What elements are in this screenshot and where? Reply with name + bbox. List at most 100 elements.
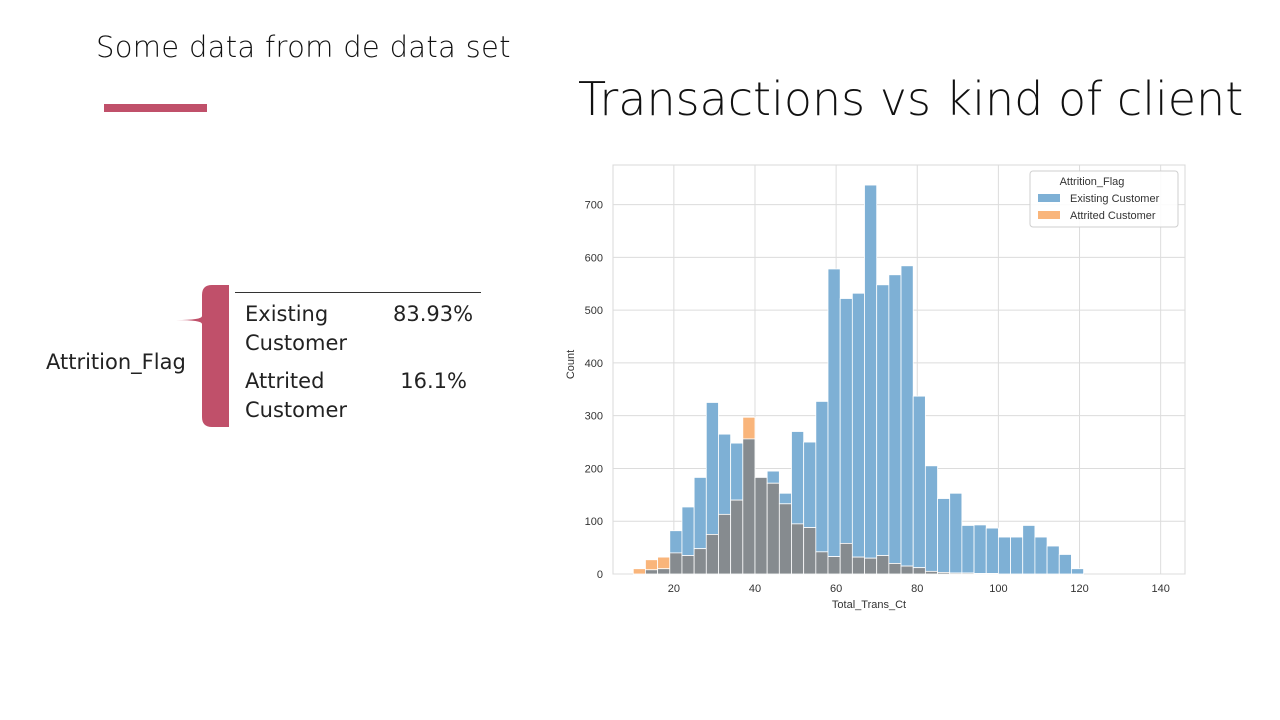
table-row-category: Attrited Customer	[245, 367, 375, 425]
legend-box	[1029, 170, 1179, 228]
existing-customer-bar	[1071, 568, 1084, 575]
overlap-bar	[693, 548, 707, 575]
y-tick-label: 600	[585, 252, 603, 264]
existing-customer-bar	[1058, 554, 1072, 575]
legend-entry-attrited: Attrited Customer	[1070, 210, 1156, 222]
overlap-bar	[742, 438, 756, 575]
y-tick-label: 400	[585, 358, 603, 370]
existing-customer-bar	[693, 477, 707, 550]
attrited-customer-bar	[632, 568, 646, 575]
overlap-bar	[961, 572, 975, 575]
existing-customer-bar	[900, 265, 914, 567]
existing-customer-bar	[669, 530, 683, 554]
overlap-bar	[949, 572, 963, 575]
y-axis-label: Count	[565, 350, 577, 379]
overlap-bar	[973, 573, 987, 575]
bracket-shape	[176, 285, 229, 427]
attrition-flag-label: Attrition_Flag	[46, 350, 186, 374]
table-row: Attrited Customer 16.1%	[245, 367, 485, 427]
existing-customer-bar	[839, 298, 853, 544]
existing-customer-bar	[864, 184, 878, 559]
overlap-bar	[705, 534, 719, 575]
x-tick-label: 20	[668, 583, 680, 595]
y-tick-label: 100	[585, 516, 603, 528]
y-tick-label: 200	[585, 463, 603, 475]
legend-swatch-existing	[1038, 194, 1060, 202]
table-row-percent: 83.93%	[393, 302, 474, 326]
legend-title: Attrition_Flag	[1060, 176, 1125, 188]
overlap-bar	[657, 568, 671, 575]
overlap-bar	[791, 523, 805, 575]
y-tick-label: 0	[597, 569, 603, 581]
existing-customer-bar	[924, 465, 938, 572]
category-line: Customer	[245, 331, 348, 355]
overlap-bar	[778, 503, 792, 575]
overlap-bar	[900, 565, 914, 575]
overlap-bar	[681, 555, 695, 575]
existing-customer-bar	[1010, 536, 1024, 575]
overlap-bar	[924, 570, 938, 575]
overlap-bar	[827, 556, 841, 575]
x-tick-label: 100	[989, 583, 1007, 595]
y-tick-label: 300	[585, 411, 603, 423]
table-top-rule	[235, 292, 481, 293]
attrited-customer-bar	[742, 416, 756, 440]
existing-customer-bar	[1046, 545, 1060, 575]
histogram-svg: 20 40 60 80 100 120 140 0 100 200 300 400 500 600 700 T…	[565, 164, 1186, 611]
overlap-bar	[669, 552, 683, 575]
table-row: Existing Customer 83.93%	[245, 300, 485, 360]
overlap-bar	[876, 555, 890, 575]
overlap-bar	[888, 563, 902, 575]
overlap-bar	[754, 477, 768, 575]
y-tick-label: 500	[585, 305, 603, 317]
existing-customer-bar	[681, 506, 695, 556]
overlap-bar	[851, 556, 865, 575]
existing-customer-bar	[851, 292, 865, 558]
x-tick-label: 40	[749, 583, 761, 595]
x-tick-label: 60	[830, 583, 842, 595]
existing-customer-bar	[791, 431, 805, 525]
category-line: Customer	[245, 398, 348, 422]
x-tick-label: 140	[1151, 583, 1169, 595]
existing-customer-bar	[730, 442, 744, 501]
x-axis-label: Total_Trans_Ct	[832, 599, 906, 611]
overlap-bar	[839, 542, 853, 575]
legend-entry-existing: Existing Customer	[1070, 193, 1160, 205]
histogram-chart: 20 40 60 80 100 120 140 0 100 200 300 400 500 600 700 T…	[560, 160, 1200, 620]
overlap-bar	[985, 573, 999, 575]
y-tick-label: 700	[585, 200, 603, 212]
overlap-bar	[912, 567, 926, 575]
existing-customer-bar	[937, 498, 951, 573]
existing-customer-bar	[1034, 536, 1048, 575]
existing-customer-bar	[997, 536, 1011, 575]
overlap-bar	[718, 513, 732, 575]
category-line: Attrited	[245, 369, 325, 393]
overlap-bar	[815, 551, 829, 575]
overlap-bar	[766, 482, 780, 575]
existing-customer-bar	[803, 441, 817, 528]
existing-customer-bar	[815, 401, 829, 553]
x-tick-label: 80	[911, 583, 923, 595]
existing-customer-bar	[718, 433, 732, 515]
slide-subtitle: Some data from de data set	[96, 30, 511, 64]
overlap-bar	[645, 569, 659, 575]
overlap-bar	[803, 527, 817, 575]
table-row-category: Existing Customer	[245, 300, 375, 358]
existing-customer-bar	[985, 527, 999, 574]
table-row-percent: 16.1%	[400, 369, 467, 393]
overlap-bar	[937, 572, 951, 575]
existing-customer-bar	[766, 470, 780, 484]
existing-customer-bar	[888, 274, 902, 564]
existing-customer-bar	[912, 395, 926, 569]
category-line: Existing	[245, 302, 329, 326]
existing-customer-bar	[778, 492, 792, 505]
existing-customer-bar	[876, 284, 890, 556]
attrited-customer-bar	[645, 559, 659, 571]
existing-customer-bar	[961, 525, 975, 574]
x-tick-label: 120	[1070, 583, 1088, 595]
existing-customer-bar	[949, 492, 963, 574]
existing-customer-bar	[705, 402, 719, 535]
attrited-customer-bar	[657, 556, 671, 570]
overlap-bar	[864, 557, 878, 575]
legend-swatch-attrited	[1038, 211, 1060, 219]
